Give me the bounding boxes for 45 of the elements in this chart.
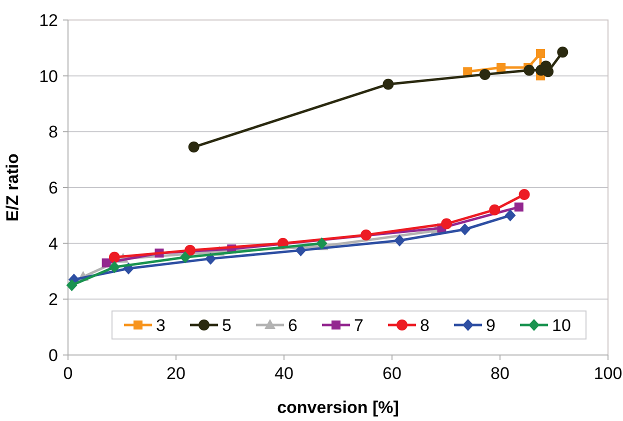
legend-label: 9 [486,316,496,335]
point [108,261,120,274]
x-tick-label: 80 [490,364,510,383]
point [180,251,191,264]
legend-label: 6 [288,316,298,335]
x-tick-label: 100 [594,364,622,383]
x-axis-title: conversion [%] [277,398,399,417]
point [496,62,506,72]
point [514,202,524,212]
point [184,244,196,256]
point [382,78,394,90]
legend-label: 10 [552,316,571,335]
point [360,229,372,240]
point [188,142,200,153]
point [108,252,120,263]
point [102,258,111,268]
point [459,223,470,236]
x-tick-label: 60 [382,364,402,383]
point [489,204,500,216]
point [441,218,452,230]
y-tick-label: 10 [39,66,58,86]
point [316,237,328,250]
x-tick-label: 20 [166,364,186,383]
point [536,49,545,58]
y-tick-label: 0 [48,346,58,365]
y-tick-label: 6 [48,178,58,198]
y-axis-title: E/Z ratio [3,153,22,222]
point [504,209,516,222]
x-tick-label: 0 [63,364,73,383]
y-tick-label: 2 [48,290,58,310]
point [524,64,535,76]
legend-label: 3 [156,316,166,335]
legend-label: 8 [420,316,430,335]
point [518,188,530,200]
point [557,46,568,58]
y-tick-label: 4 [48,234,58,254]
point [479,68,490,80]
legend-label: 5 [222,316,232,335]
point [394,234,406,247]
point [295,244,306,256]
x-tick-label: 40 [274,364,294,383]
y-tick-label: 8 [48,122,58,142]
legend-label: 7 [354,316,364,335]
y-tick-label: 12 [39,11,58,30]
point [66,279,78,292]
